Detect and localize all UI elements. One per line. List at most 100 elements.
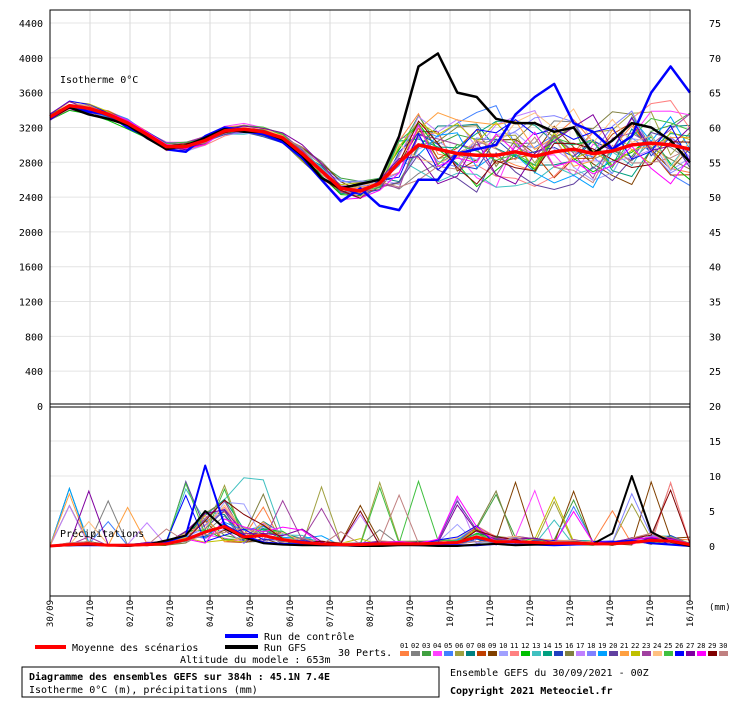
precip-panel-label: Précipitations (60, 528, 144, 540)
pert-legend-swatch (455, 651, 464, 656)
pert-legend-number: 13 (532, 642, 540, 650)
legend: Moyenne des scénarios Run de contrôle Ru… (35, 631, 728, 659)
pert-legend-number: 07 (466, 642, 474, 650)
pert-legend-swatch (664, 651, 673, 656)
pert-legend-swatch (411, 651, 420, 656)
left-tick-label: 1600 (19, 263, 43, 274)
pert-legend-number: 12 (521, 642, 529, 650)
chart-subtitle: Isotherme 0°C (m), précipitations (mm) (29, 684, 258, 696)
x-tick-label: 02/10 (126, 600, 136, 627)
right-tick-label-upper: 40 (709, 263, 721, 274)
ensemble-member-isotherm (49, 105, 691, 195)
x-tick-label: 06/10 (286, 600, 296, 627)
mean-precip-line (49, 524, 691, 548)
main-series-layer (49, 52, 692, 548)
pert-legend-number: 02 (411, 642, 419, 650)
pert-legend-swatch (565, 651, 574, 656)
pert-legend-swatch (444, 651, 453, 656)
pert-legend-number: 30 (719, 642, 727, 650)
pert-legend-swatch (587, 651, 596, 656)
pert-legend-swatch (697, 651, 706, 656)
pert-legend-swatch (609, 651, 618, 656)
pert-legend-number: 03 (422, 642, 430, 650)
left-tick-label: 3600 (19, 89, 43, 100)
pert-legend-number: 20 (609, 642, 617, 650)
left-tick-label: 2800 (19, 158, 43, 169)
right-tick-label-lower: 10 (709, 472, 721, 483)
left-tick-label: 3200 (19, 123, 43, 134)
pert-legend-number: 22 (631, 642, 639, 650)
x-tick-label: 07/10 (326, 600, 336, 627)
x-unit-label: (mm) (709, 603, 731, 613)
isotherm-panel-label: Isotherme 0°C (60, 75, 138, 86)
pert-legend-number: 08 (477, 642, 485, 650)
pert-legend-number: 01 (400, 642, 408, 650)
axis-layer: 4400400036003200280024002000160012008004… (19, 9, 721, 627)
x-tick-label: 30/09 (46, 600, 56, 627)
pert-legend-swatch (708, 651, 717, 656)
right-tick-label-upper: 45 (709, 228, 721, 239)
right-tick-label-upper: 20 (709, 402, 721, 413)
pert-legend-number: 29 (708, 642, 716, 650)
pert-legend-number: 19 (598, 642, 606, 650)
right-tick-label-lower: 15 (709, 437, 721, 448)
plot-frame (49, 9, 691, 597)
title-box (21, 666, 440, 698)
pert-legend-swatch (433, 651, 442, 656)
pert-legend-swatch (598, 651, 607, 656)
left-tick-label: 4400 (19, 19, 43, 30)
right-tick-label-upper: 50 (709, 193, 721, 204)
pert-legend-swatch (653, 651, 662, 656)
pert-legend-swatch (510, 651, 519, 656)
copyright: Copyright 2021 Meteociel.fr (450, 685, 613, 697)
legend-mean-label: Moyenne des scénarios (72, 642, 198, 654)
pert-legend-swatch (686, 651, 695, 656)
pert-legend-number: 26 (675, 642, 683, 650)
legend-control-label: Run de contrôle (264, 631, 354, 643)
pert-legend-number: 11 (510, 642, 518, 650)
right-tick-label-upper: 70 (709, 54, 721, 65)
right-tick-label-upper: 65 (709, 89, 721, 100)
left-tick-label: 2000 (19, 228, 43, 239)
pert-legend-number: 24 (653, 642, 661, 650)
pert-legend-swatch (719, 651, 728, 656)
x-tick-label: 13/10 (566, 600, 576, 627)
pert-legend-number: 15 (554, 642, 562, 650)
pert-legend-number: 18 (587, 642, 595, 650)
pert-legend-number: 05 (444, 642, 452, 650)
x-tick-label: 05/10 (246, 600, 256, 627)
pert-legend-swatch (576, 651, 585, 656)
pert-legend-swatch (642, 651, 651, 656)
x-tick-label: 12/10 (526, 600, 536, 627)
right-tick-label-upper: 60 (709, 123, 721, 134)
right-tick-label-lower: 0 (709, 542, 715, 553)
pert-legend-number: 14 (543, 642, 551, 650)
pert-legend-swatch (620, 651, 629, 656)
right-tick-label-upper: 35 (709, 298, 721, 309)
pert-legend-swatch (543, 651, 552, 656)
pert-legend-number: 09 (488, 642, 496, 650)
gfs-run-isotherm-line (49, 52, 691, 190)
left-tick-label: 0 (37, 402, 43, 413)
pert-legend-swatch (554, 651, 563, 656)
right-tick-label-lower: 5 (709, 507, 715, 518)
right-tick-label-upper: 75 (709, 19, 721, 30)
left-tick-label: 4000 (19, 54, 43, 65)
run-info: Ensemble GEFS du 30/09/2021 - 00Z (450, 668, 649, 679)
pert-legend-swatch (675, 651, 684, 656)
pert-legend-number: 25 (664, 642, 672, 650)
pert-legend-swatch (488, 651, 497, 656)
model-altitude: Altitude du modele : 653m (180, 655, 331, 666)
pert-legend-number: 06 (455, 642, 463, 650)
pert-legend-number: 21 (620, 642, 628, 650)
chart-title: Diagramme des ensembles GEFS sur 384h : … (29, 671, 330, 683)
pert-legend-number: 10 (499, 642, 507, 650)
left-tick-label: 1200 (19, 298, 43, 309)
right-tick-label-upper: 55 (709, 158, 721, 169)
mean-isotherm-line (49, 103, 691, 193)
pert-legend-swatch (631, 651, 640, 656)
pert-legend-number: 17 (576, 642, 584, 650)
x-tick-label: 11/10 (486, 600, 496, 627)
x-tick-label: 04/10 (206, 600, 216, 627)
